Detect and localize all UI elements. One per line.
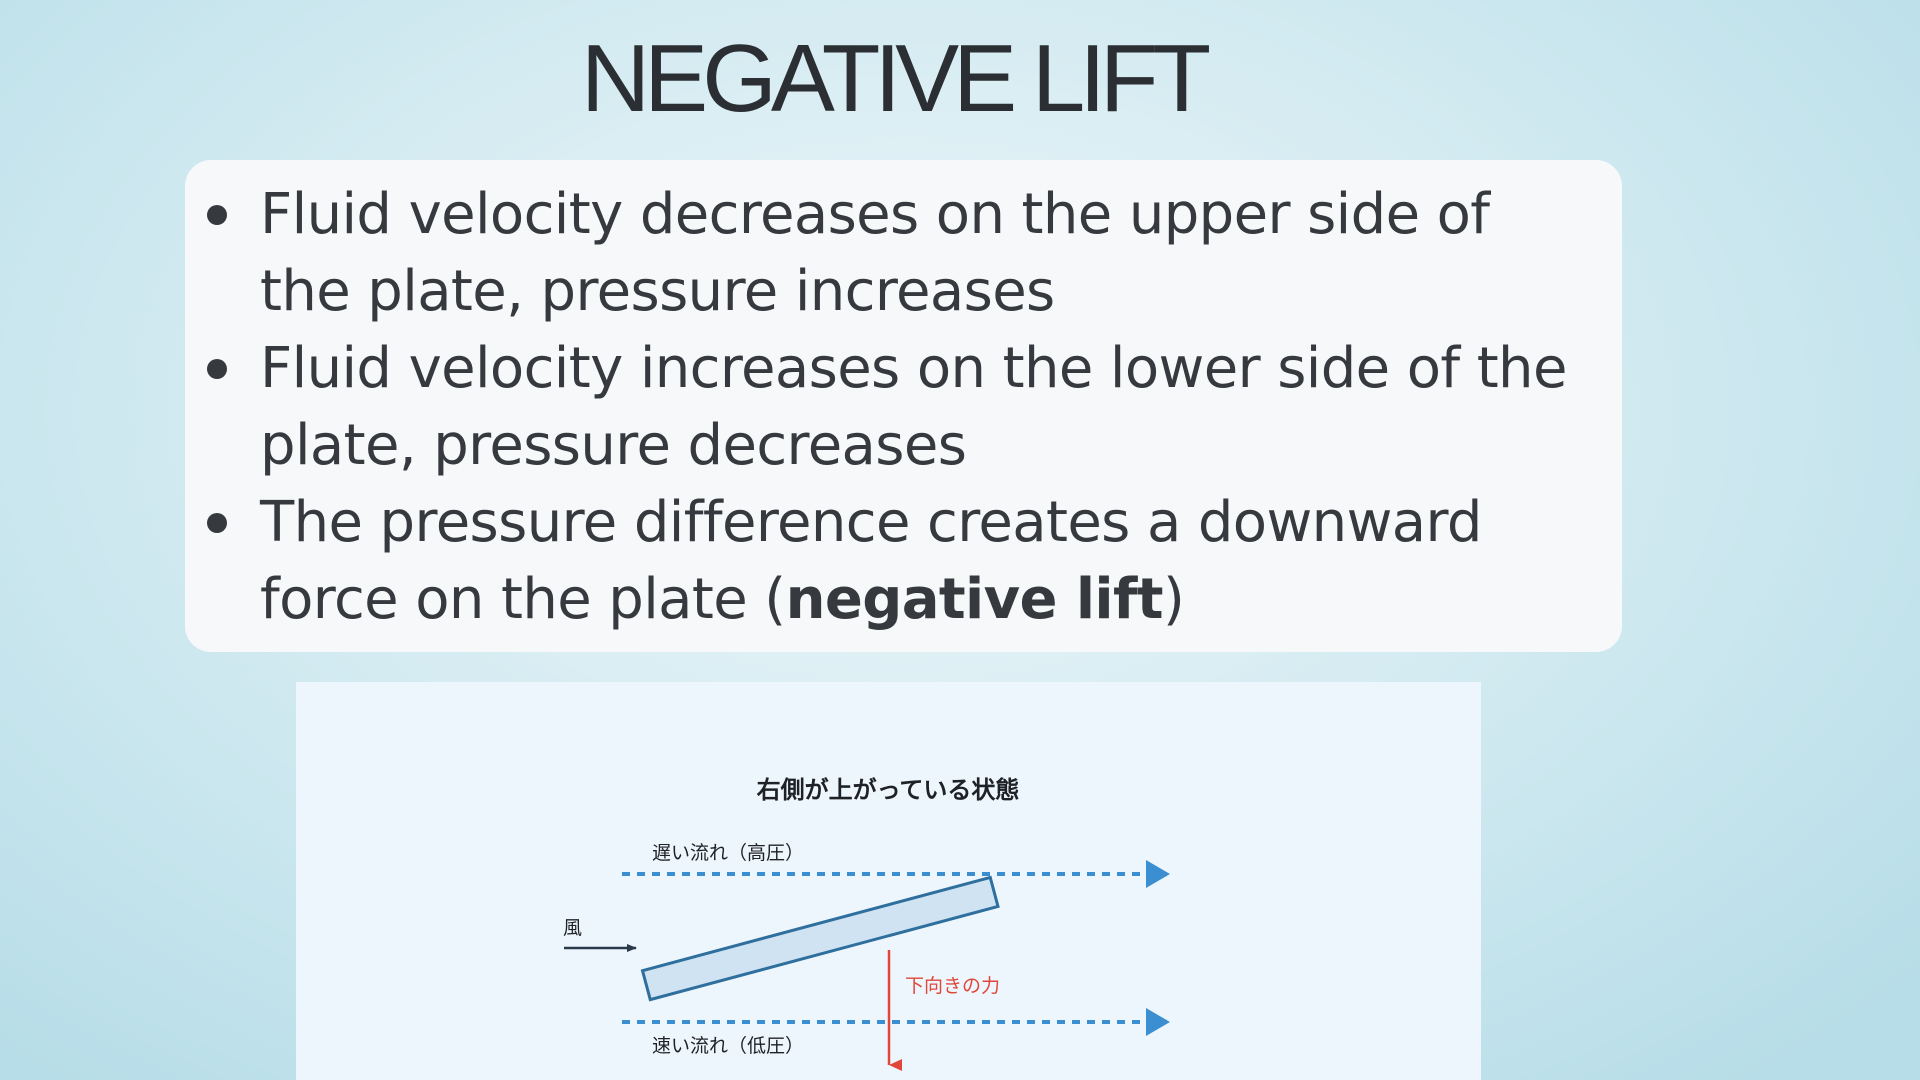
bullet-dot-icon (207, 359, 227, 379)
bullet-emphasis: negative lift (785, 567, 1164, 632)
bullet-card: Fluid velocity decreases on the upper si… (185, 160, 1622, 652)
lower-flow-arrow-icon (1146, 1008, 1170, 1036)
bullet-item: The pressure difference creates a downwa… (185, 484, 1592, 638)
lower-flow-label: 速い流れ（低圧） (652, 1035, 804, 1057)
upper-flow-arrow-icon (1146, 860, 1170, 888)
bullet-item: Fluid velocity decreases on the upper si… (185, 176, 1592, 330)
force-label: 下向きの力 (905, 975, 1000, 997)
bullet-list: Fluid velocity decreases on the upper si… (185, 176, 1592, 638)
upper-flow-label: 遅い流れ（高圧） (652, 842, 804, 864)
bullet-text: Fluid velocity decreases on the upper si… (260, 182, 1490, 324)
plate-body (640, 875, 1000, 1002)
negative-lift-diagram: 右側が上がっている状態 遅い流れ（高圧） 風 下向きの力 速い流れ（低圧） (296, 682, 1481, 1080)
diagram-svg: 右側が上がっている状態 遅い流れ（高圧） 風 下向きの力 速い流れ（低圧） (563, 776, 1170, 1071)
tilted-plate (640, 875, 1000, 1002)
bullet-text-end: ) (1162, 567, 1185, 632)
slide-title: NEGATIVE LIFT (580, 25, 1211, 132)
bullet-dot-icon (207, 513, 227, 533)
wind-label: 風 (563, 917, 582, 939)
bullet-text: Fluid velocity increases on the lower si… (260, 336, 1567, 478)
bullet-text: The pressure difference creates a downwa… (260, 490, 1482, 632)
diagram-title: 右側が上がっている状態 (757, 776, 1020, 804)
bullet-dot-icon (207, 205, 227, 225)
bullet-item: Fluid velocity increases on the lower si… (185, 330, 1592, 484)
